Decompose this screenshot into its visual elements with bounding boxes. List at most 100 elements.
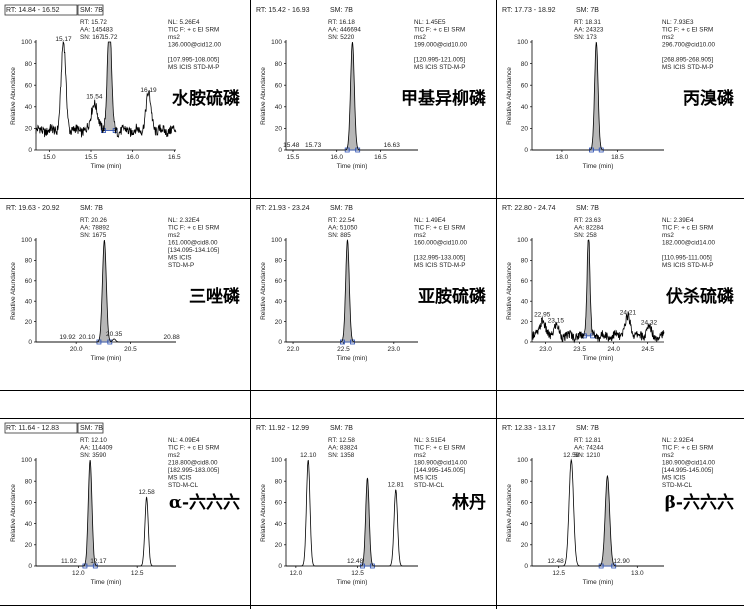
integrated-peak-area [591, 42, 602, 150]
compound-name: 三唑磷 [189, 286, 241, 307]
chromatogram-svg: RT: 15.42 - 16.93 SM: 7B Relative Abundanc… [256, 7, 487, 170]
x-tick-label: 22.5 [337, 346, 350, 353]
scan-info-line: STD-M-P [168, 262, 194, 269]
scan-info-line: 296.700@cid10.00 [662, 42, 715, 49]
compound-name: 水胺硫磷 [172, 88, 241, 109]
peak-rt-label: 12.10 [300, 452, 317, 459]
peak-info-line: SN: 167 [80, 34, 103, 41]
x-tick-label: 24.0 [607, 346, 620, 353]
peak-info-line: RT: 12.10 [80, 437, 107, 444]
x-tick-label: 12.5 [351, 570, 364, 577]
scan-info-line: NL: 5.26E4 [168, 19, 200, 26]
integrated-peak-area [103, 42, 116, 133]
chromatogram-panel: RT: 11.64 - 12.83 SM: 7B Relative Abundanc… [0, 418, 250, 609]
x-tick-label: 12.5 [552, 570, 565, 577]
x-tick-label: 16.5 [168, 154, 181, 161]
compound-name: 亚胺硫磷 [418, 286, 487, 307]
x-axis-label: Time (min) [91, 579, 122, 586]
y-tick-label: 40 [275, 104, 283, 111]
y-tick-label: 80 [275, 61, 283, 68]
peak-info-line: RT: 12.58 [328, 437, 355, 444]
y-tick-label: 0 [524, 147, 528, 154]
y-tick-label: 100 [517, 457, 528, 464]
scan-info-line: ms2 [168, 232, 180, 239]
x-tick-label: 12.5 [131, 570, 144, 577]
peak-info-line: SN: 1210 [574, 452, 601, 459]
y-tick-label: 0 [524, 339, 528, 346]
y-tick-label: 40 [25, 521, 33, 528]
y-tick-label: 100 [21, 457, 32, 464]
y-axis-label: Relative Abundance [260, 67, 267, 125]
peak-rt-label: 12.48 [347, 558, 364, 565]
scan-info-line: MS ICIS [168, 255, 191, 262]
y-tick-label: 80 [521, 61, 529, 68]
chromatogram-svg: RT: 22.80 - 24.74 SM: 7B Relative Abundanc… [502, 205, 735, 362]
peak-info-line: SN: 1358 [328, 452, 355, 459]
scan-info-line: [144.995-145.005] [662, 467, 713, 474]
grid-divider [496, 0, 497, 609]
y-tick-label: 100 [271, 457, 282, 464]
peak-info-line: SN: 258 [574, 232, 597, 239]
chromatogram-svg: RT: 11.64 - 12.83 SM: 7B Relative Abundanc… [4, 422, 240, 586]
y-axis-label: Relative Abundance [506, 484, 513, 542]
chromatogram-trace [36, 240, 176, 343]
rt-range-label: RT: 19.63 - 20.92 [6, 205, 60, 212]
y-tick-label: 60 [275, 278, 283, 285]
smoothing-label: SM: 7B [330, 7, 353, 14]
y-tick-label: 60 [25, 278, 33, 285]
peak-info-line: SN: 173 [574, 34, 597, 41]
peak-rt-label: 15.54 [86, 93, 103, 100]
x-axis-label: Time (min) [583, 163, 614, 170]
scan-info-line: TIC F: + c EI SRM [414, 445, 465, 452]
y-tick-label: 60 [25, 82, 33, 89]
scan-info-line: [107.995-108.005] [168, 57, 219, 64]
smoothing-label: SM: 7B [330, 425, 353, 432]
scan-info-line: STD-M-CL [168, 482, 199, 489]
chromatogram-panel: RT: 15.42 - 16.93 SM: 7B Relative Abundanc… [250, 0, 496, 198]
x-axis-label: Time (min) [337, 163, 368, 170]
rt-range-label: RT: 11.92 - 12.99 [256, 425, 309, 432]
peak-info-line: AA: 83824 [328, 445, 358, 452]
y-tick-label: 0 [28, 147, 32, 154]
scan-info-line: MS ICIS STD-M-P [414, 262, 465, 269]
y-tick-label: 40 [275, 521, 283, 528]
scan-info-line: NL: 3.51E4 [414, 437, 446, 444]
scan-info-line: [144.995-145.005] [414, 467, 465, 474]
chromatogram-svg: RT: 21.93 - 23.24 SM: 7B Relative Abundanc… [256, 205, 487, 362]
y-tick-label: 0 [524, 563, 528, 570]
x-tick-label: 15.5 [85, 154, 98, 161]
y-tick-label: 20 [25, 542, 33, 549]
y-tick-label: 20 [521, 542, 529, 549]
peak-info-line: AA: 145483 [80, 27, 113, 34]
chromatogram-panel: RT: 21.93 - 23.24 SM: 7B Relative Abundanc… [250, 198, 496, 390]
y-tick-label: 80 [25, 258, 33, 265]
y-tick-label: 60 [275, 500, 283, 507]
peak-rt-label: 12.17 [90, 558, 107, 565]
x-tick-label: 18.5 [611, 154, 624, 161]
scan-info-line: STD-M-CL [662, 482, 693, 489]
peak-info-line: AA: 446694 [328, 27, 361, 34]
y-axis-label: Relative Abundance [506, 262, 513, 320]
scan-info-line: TIC F: + c EI SRM [414, 27, 465, 34]
peak-rt-label: 20.88 [164, 334, 181, 341]
x-tick-label: 12.0 [72, 570, 85, 577]
peak-info-line: RT: 12.81 [574, 437, 601, 444]
compound-name: 丙溴磷 [683, 88, 735, 109]
scan-info-line: TIC F: + c EI SRM [662, 27, 713, 34]
peak-info-line: SN: 3590 [80, 452, 107, 459]
integrated-peak-area [601, 475, 614, 566]
compound-name: 林丹 [452, 492, 486, 513]
smoothing-label: SM: 7B [80, 205, 103, 212]
peak-rt-label: 24.21 [620, 310, 637, 317]
x-tick-label: 23.0 [539, 346, 552, 353]
y-tick-label: 60 [521, 500, 529, 507]
y-axis-label: Relative Abundance [260, 262, 267, 320]
x-tick-label: 15.0 [43, 154, 56, 161]
scan-info-line: [268.895-268.905] [662, 57, 713, 64]
x-tick-label: 22.0 [287, 346, 300, 353]
compound-name: 伏杀硫磷 [666, 286, 735, 307]
grid-divider [250, 0, 251, 609]
grid-divider [0, 605, 744, 606]
peak-rt-label: 15.73 [305, 142, 322, 149]
chromatogram-trace [532, 458, 664, 567]
